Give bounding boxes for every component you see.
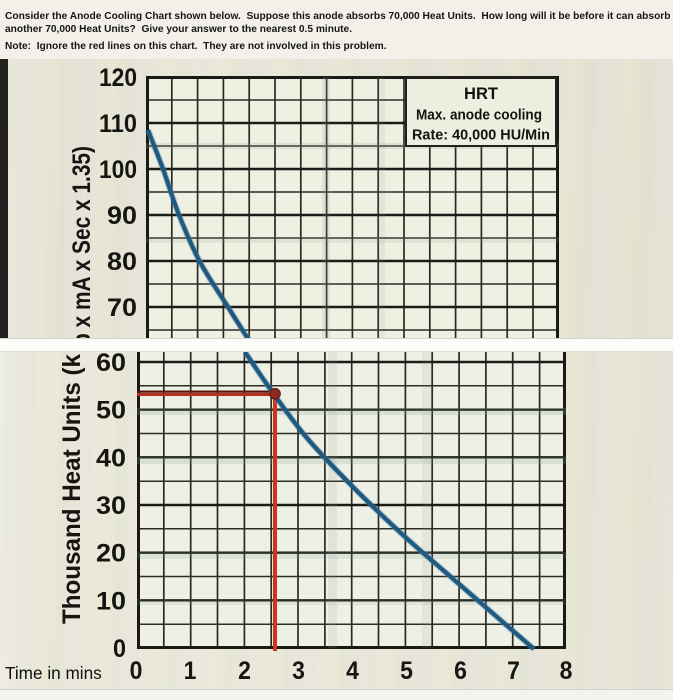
svg-text:40: 40 <box>96 444 126 472</box>
svg-text:6: 6 <box>454 657 467 685</box>
svg-text:50: 50 <box>96 397 126 425</box>
svg-text:2: 2 <box>238 657 251 685</box>
svg-text:10: 10 <box>96 587 126 615</box>
svg-text:110: 110 <box>99 110 137 138</box>
svg-text:Rate: 40,000 HU/Min: Rate: 40,000 HU/Min <box>412 128 550 144</box>
svg-text:90: 90 <box>107 202 137 230</box>
svg-text:5: 5 <box>400 657 413 685</box>
svg-text:80: 80 <box>107 248 137 276</box>
svg-text:0: 0 <box>113 635 126 663</box>
svg-text:1: 1 <box>184 657 197 685</box>
svg-text:Max. anode cooling: Max. anode cooling <box>416 108 542 124</box>
svg-text:120: 120 <box>99 64 137 92</box>
svg-text:70: 70 <box>107 294 137 322</box>
svg-text:0: 0 <box>130 657 143 685</box>
svg-text:30: 30 <box>96 492 126 520</box>
svg-text:100: 100 <box>99 156 137 184</box>
svg-text:3: 3 <box>292 657 305 685</box>
svg-text:p x mA x Sec x 1.35): p x mA x Sec x 1.35) <box>68 146 96 338</box>
svg-text:8: 8 <box>560 657 573 685</box>
svg-text:HRT: HRT <box>464 85 498 103</box>
svg-text:Time in mins: Time in mins <box>5 663 102 683</box>
svg-text:4: 4 <box>346 657 359 685</box>
svg-text:Thousand Heat Units (k: Thousand Heat Units (k <box>58 354 86 624</box>
svg-text:60: 60 <box>96 352 126 377</box>
svg-text:7: 7 <box>507 657 520 685</box>
svg-text:20: 20 <box>96 540 126 568</box>
